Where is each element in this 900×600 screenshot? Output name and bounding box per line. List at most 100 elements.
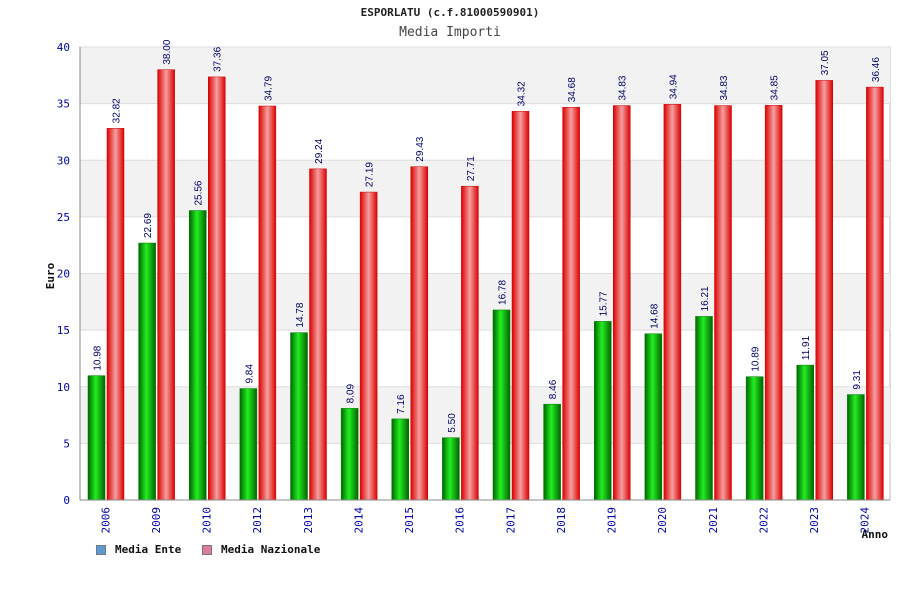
data-label: 16.21 [700, 286, 711, 311]
bar-nazionale [410, 166, 428, 501]
y-axis-label: Euro [44, 262, 57, 289]
bar-nazionale [359, 191, 378, 501]
bar-ente [340, 408, 359, 501]
chart-subtitle: Media Importi [399, 25, 501, 40]
x-tick-label: 2012 [251, 507, 264, 534]
data-label: 7.16 [396, 394, 407, 414]
legend-label-nazionale: Media Nazionale [221, 543, 321, 556]
bar-nazionale [663, 104, 682, 501]
data-label: 8.09 [346, 383, 357, 403]
y-tick-label: 10 [57, 381, 70, 394]
x-tick-label: 2006 [99, 507, 112, 534]
x-axis-label: Anno [862, 528, 889, 541]
bar-ente [644, 333, 663, 501]
bar-ente [290, 332, 308, 501]
data-label: 37.05 [820, 50, 831, 75]
data-label: 25.56 [194, 180, 205, 205]
x-tick-label: 2010 [201, 507, 214, 534]
data-label: 34.94 [668, 74, 679, 99]
bar-ente [594, 321, 612, 501]
data-label: 11.91 [801, 335, 812, 360]
x-tick-label: 2020 [656, 507, 669, 534]
bar-nazionale [208, 76, 226, 501]
data-label: 34.85 [770, 75, 781, 100]
bar-nazionale [562, 106, 580, 501]
x-tick-label: 2024 [859, 507, 872, 534]
legend-label-ente: Media Ente [115, 543, 182, 556]
data-label: 9.31 [852, 370, 863, 390]
x-tick-label: 2015 [403, 507, 416, 534]
x-tick-label: 2022 [757, 507, 770, 534]
y-tick-label: 0 [63, 494, 70, 507]
data-label: 27.71 [466, 156, 477, 181]
data-label: 8.46 [548, 379, 559, 399]
chart-title: ESPORLATU (c.f.81000590901) [360, 6, 540, 19]
bar-nazionale [461, 185, 479, 501]
data-label: 34.32 [517, 81, 528, 106]
bar-nazionale [815, 80, 833, 501]
y-tick-label: 40 [57, 41, 70, 54]
data-label: 16.78 [498, 280, 509, 305]
bar-nazionale [613, 105, 631, 501]
data-label: 36.46 [871, 57, 882, 82]
x-tick-label: 2023 [808, 507, 821, 534]
x-tick-label: 2019 [606, 507, 619, 534]
x-tick-label: 2009 [150, 507, 163, 534]
data-label: 15.77 [599, 291, 610, 316]
legend-item-ente: Media Ente [96, 543, 181, 556]
y-tick-label: 25 [57, 211, 70, 224]
y-tick-label: 5 [63, 437, 70, 450]
grid-band [80, 47, 890, 104]
bar-nazionale [157, 69, 175, 501]
x-tick-label: 2018 [555, 507, 568, 534]
data-label: 34.83 [618, 75, 629, 100]
data-label: 9.84 [244, 364, 255, 384]
data-label: 10.89 [751, 346, 762, 371]
bar-nazionale [866, 86, 884, 501]
data-label: 32.82 [112, 98, 123, 123]
data-label: 29.24 [314, 138, 325, 163]
data-label: 34.79 [263, 76, 274, 101]
data-label: 22.69 [143, 213, 154, 238]
data-label: 5.50 [447, 413, 458, 433]
bar-nazionale [714, 105, 732, 501]
data-label: 34.83 [719, 75, 730, 100]
bar-nazionale [106, 128, 125, 501]
bar-ente [87, 375, 106, 501]
bar-ente [391, 418, 409, 501]
data-label: 27.19 [365, 162, 376, 187]
legend-swatch-nazionale [202, 544, 212, 555]
x-tick-label: 2017 [504, 507, 517, 534]
data-label: 14.68 [649, 303, 660, 328]
data-label: 38.00 [162, 39, 173, 64]
bar-nazionale [511, 111, 530, 501]
y-tick-label: 15 [57, 324, 70, 337]
data-label: 37.36 [213, 46, 224, 71]
bar-ente [138, 242, 156, 501]
bar-ente [492, 309, 511, 501]
bar-nazionale [764, 105, 783, 501]
bar-ente [239, 388, 258, 501]
bar-ente [189, 210, 207, 501]
bar-ente [796, 364, 814, 501]
data-label: 14.78 [295, 302, 306, 327]
x-tick-label: 2021 [707, 507, 720, 534]
data-label: 34.68 [567, 77, 578, 102]
legend-swatch-ente [96, 544, 106, 555]
bar-ente [442, 437, 460, 501]
y-tick-label: 20 [57, 268, 70, 281]
x-tick-label: 2014 [352, 507, 365, 534]
data-label: 29.43 [415, 136, 426, 161]
x-tick-label: 2013 [302, 507, 315, 534]
y-tick-label: 35 [57, 98, 70, 111]
bar-nazionale [258, 105, 277, 501]
legend-item-nazionale: Media Nazionale [202, 543, 320, 556]
bar-ente [745, 376, 764, 501]
bar-nazionale [309, 168, 327, 501]
data-label: 10.98 [93, 345, 104, 370]
x-tick-label: 2016 [454, 507, 467, 534]
bar-ente [847, 394, 865, 501]
y-tick-label: 30 [57, 154, 70, 167]
bar-ente [543, 403, 561, 501]
